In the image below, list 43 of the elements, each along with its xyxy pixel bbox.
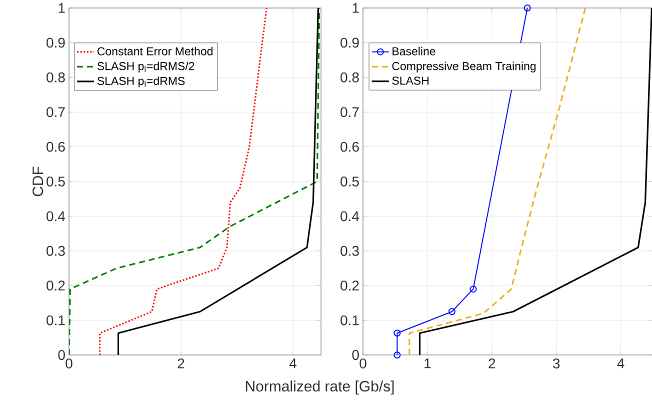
y-tick-label: 0.2 (340, 280, 359, 291)
point (448, 308, 456, 316)
legend-label: Baseline (392, 46, 436, 56)
x-axis-title: Normalized rate [Gb/s] (246, 380, 394, 395)
y-tick-label: 0.4 (46, 211, 66, 222)
point (470, 286, 477, 293)
legend-label: SLASH p$_{l}$=dRMS (97, 76, 185, 88)
y-tick-label: 0.2 (46, 280, 65, 291)
y-tick-label: 0.5 (46, 176, 65, 186)
y-tick-label: 0.1 (340, 315, 359, 326)
point (394, 330, 401, 337)
y-tick-label: 0.5 (340, 176, 359, 186)
y-tick-label: 0.8 (340, 72, 359, 82)
y-tick-label: 0.9 (46, 38, 65, 48)
y-tick-label: 1 (352, 3, 359, 13)
y-tick-label: 0 (58, 350, 65, 360)
y-axis-title: CDF (32, 166, 44, 196)
legend-label: SLASH p$_{l}$=dRMS/2 (97, 62, 194, 72)
y-tick-label: 0.1 (46, 315, 65, 326)
x-tick-label: 3 (552, 358, 560, 368)
y-tick-label: 0.4 (340, 211, 360, 222)
y-tick-label: 0.6 (46, 142, 65, 152)
legend-label: Constant Error Method (97, 46, 212, 56)
y-tick-label: 0.6 (340, 142, 359, 152)
x-tick-label: 2 (488, 358, 496, 368)
x-tick-label: 1 (424, 358, 431, 368)
y-tick-label: 0.3 (340, 246, 359, 256)
x-tick-label: 4 (289, 358, 296, 368)
legend-label: SLASH (392, 76, 428, 85)
y-tick-label: 0.7 (340, 107, 359, 118)
y-tick-label: 1 (58, 3, 65, 13)
legend-label: Compressive Beam Training (392, 62, 536, 72)
y-tick-label: 0.3 (46, 246, 65, 256)
y-tick-label: 0 (352, 350, 359, 360)
x-tick-label: 2 (178, 358, 184, 368)
x-tick-label: 0 (66, 358, 72, 368)
y-tick-label: 0.8 (46, 72, 65, 82)
x-tick-label: 4 (617, 358, 624, 368)
line-series (69, 8, 320, 355)
x-tick-label: 0 (360, 358, 366, 368)
line-series (99, 8, 268, 355)
y-tick-label: 0.7 (46, 107, 65, 118)
y-tick-label: 0.9 (340, 38, 359, 48)
